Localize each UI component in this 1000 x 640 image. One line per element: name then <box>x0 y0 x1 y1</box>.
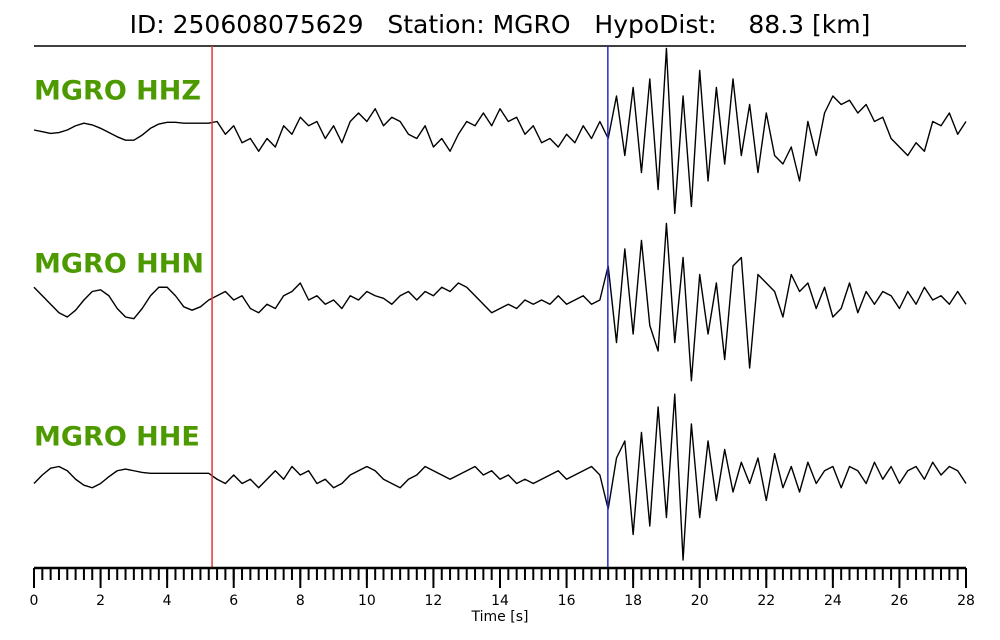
trace-label: MGRO HHE <box>34 422 200 453</box>
chart-title: ID: 250608075629 Station: MGRO HypoDist:… <box>130 10 871 39</box>
x-tick-label: 2 <box>96 593 105 609</box>
x-tick-label: 28 <box>957 593 975 609</box>
waveform <box>33 222 967 382</box>
x-tick-label: 20 <box>691 593 709 609</box>
x-tick-label: 10 <box>358 593 376 609</box>
x-tick-label: 8 <box>296 593 305 609</box>
waveform <box>33 393 967 561</box>
x-tick-label: 22 <box>757 593 775 609</box>
x-tick-label: 18 <box>624 593 642 609</box>
x-tick-label: 0 <box>30 593 39 609</box>
x-tick-label: 14 <box>491 593 509 609</box>
x-axis-label: Time [s] <box>471 609 529 625</box>
waveform <box>33 47 967 214</box>
x-tick-label: 12 <box>425 593 443 609</box>
x-tick-label: 26 <box>891 593 909 609</box>
trace-label: MGRO HHN <box>34 249 204 280</box>
x-tick-label: 4 <box>163 593 172 609</box>
x-tick-label: 24 <box>824 593 842 609</box>
trace-label: MGRO HHZ <box>34 76 201 107</box>
x-tick-label: 6 <box>229 593 238 609</box>
x-tick-label: 16 <box>558 593 576 609</box>
